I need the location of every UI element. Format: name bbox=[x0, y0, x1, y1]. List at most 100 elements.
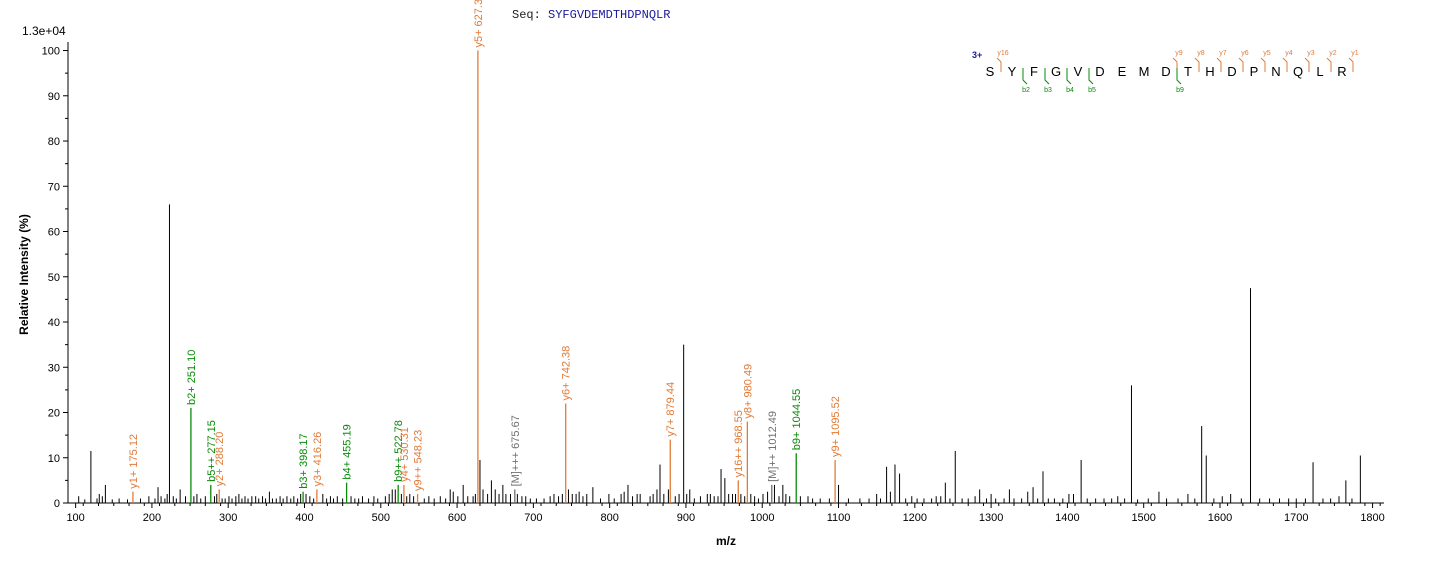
peak-label: [M]++ 1012.49 bbox=[767, 411, 779, 482]
residue-letter: Q bbox=[1293, 64, 1303, 79]
peak-label: b5++ 277.15 bbox=[206, 420, 218, 482]
x-tick-label: 1800 bbox=[1360, 512, 1384, 524]
y-cleavage-mark bbox=[1216, 57, 1222, 72]
y-ion-tag: y1 bbox=[1351, 50, 1359, 57]
y-tick-label: 10 bbox=[48, 453, 60, 465]
b-cleavage-mark bbox=[1044, 68, 1050, 85]
y-cleavage-mark bbox=[1326, 57, 1332, 72]
b-ion-tag: b4 bbox=[1066, 87, 1074, 94]
y-ion-tag: y16 bbox=[997, 50, 1008, 57]
peak-label: y7+ 879.44 bbox=[665, 382, 677, 437]
x-tick-label: 1700 bbox=[1284, 512, 1308, 524]
b-ion-tag: b5 bbox=[1088, 87, 1096, 94]
y-tick-label: 60 bbox=[48, 227, 60, 239]
peak-label: y6+ 742.38 bbox=[561, 346, 573, 401]
residue-letter: F bbox=[1030, 64, 1038, 79]
y-ion-tag: y3 bbox=[1307, 50, 1315, 57]
y-ion-tag: y2 bbox=[1329, 50, 1337, 57]
b-cleavage-mark bbox=[1088, 68, 1094, 85]
residue-letter: P bbox=[1250, 64, 1259, 79]
b-cleavage-mark bbox=[1066, 68, 1072, 85]
sequence-label: Seq: bbox=[512, 8, 541, 22]
residue-letter: H bbox=[1205, 64, 1214, 79]
y-ion-tag: y8 bbox=[1197, 50, 1205, 57]
peak-label: b3+ 398.17 bbox=[298, 433, 310, 488]
x-tick-label: 1400 bbox=[1055, 512, 1079, 524]
b-ion-tag: b9 bbox=[1176, 87, 1184, 94]
peak-label: [M]+++ 675.67 bbox=[510, 415, 522, 486]
residue-letter: D bbox=[1095, 64, 1104, 79]
x-tick-label: 800 bbox=[600, 512, 618, 524]
b-ion-tag: b3 bbox=[1044, 87, 1052, 94]
y-tick-label: 100 bbox=[42, 46, 60, 58]
residue-letter: S bbox=[986, 64, 995, 79]
y-ion-tag: y9 bbox=[1175, 50, 1183, 57]
peak-label: y1+ 175.12 bbox=[128, 434, 140, 489]
y-axis-title: Relative Intensity (%) bbox=[17, 214, 31, 335]
residue-letter: V bbox=[1074, 64, 1083, 79]
x-tick-label: 400 bbox=[295, 512, 313, 524]
peak-label: b4+ 455.19 bbox=[342, 424, 354, 479]
residue-letter: D bbox=[1161, 64, 1170, 79]
residue-letter: R bbox=[1337, 64, 1346, 79]
peak-label: y9+ 1095.52 bbox=[830, 396, 842, 457]
peak-label: y5+ 627.3 bbox=[473, 0, 485, 48]
y-cleavage-mark bbox=[996, 57, 1002, 72]
x-tick-label: 1300 bbox=[979, 512, 1003, 524]
y-cleavage-mark bbox=[1260, 57, 1266, 72]
b-cleavage-mark bbox=[1176, 68, 1182, 85]
residue-letter: D bbox=[1227, 64, 1236, 79]
x-tick-label: 900 bbox=[677, 512, 695, 524]
x-tick-label: 100 bbox=[66, 512, 84, 524]
x-tick-label: 1100 bbox=[827, 512, 851, 524]
y-cleavage-mark bbox=[1348, 57, 1354, 72]
peak-label: b2+ 251.10 bbox=[186, 350, 198, 405]
x-tick-label: 1600 bbox=[1208, 512, 1232, 524]
y-ion-tag: y5 bbox=[1263, 50, 1271, 57]
y-tick-label: 0 bbox=[54, 498, 60, 510]
sequence-value: SYFGVDEMDTHDPNQLR bbox=[548, 8, 671, 22]
x-tick-label: 1200 bbox=[903, 512, 927, 524]
x-tick-label: 300 bbox=[219, 512, 237, 524]
residue-letter: Y bbox=[1008, 64, 1017, 79]
x-tick-label: 1000 bbox=[750, 512, 774, 524]
peak-label: y3+ 416.26 bbox=[312, 432, 324, 487]
x-tick-label: 500 bbox=[372, 512, 390, 524]
residue-letter: N bbox=[1271, 64, 1280, 79]
y-tick-label: 90 bbox=[48, 91, 60, 103]
y-cleavage-mark bbox=[1194, 57, 1200, 72]
y-ion-tag: y4 bbox=[1285, 50, 1293, 57]
peak-label: y16++ 968.55 bbox=[733, 410, 745, 477]
y-cleavage-mark bbox=[1282, 57, 1288, 72]
y-tick-label: 70 bbox=[48, 181, 60, 193]
peak-label: y9++ 548.23 bbox=[413, 430, 425, 491]
b-cleavage-mark bbox=[1022, 68, 1028, 85]
sequence-header: Seq: SYFGVDEMDTHDPNQLR bbox=[512, 8, 670, 22]
y-cleavage-mark bbox=[1172, 57, 1178, 72]
y-tick-label: 20 bbox=[48, 408, 60, 420]
y-tick-label: 40 bbox=[48, 317, 60, 329]
intensity-scale-label: 1.3e+04 bbox=[22, 24, 66, 38]
y-cleavage-mark bbox=[1238, 57, 1244, 72]
residue-letter: E bbox=[1118, 64, 1127, 79]
residue-letter: M bbox=[1139, 64, 1150, 79]
residue-letter: T bbox=[1184, 64, 1192, 79]
chart-axes: 100 200 300 400 500 600 700 800 900 1000 1100 1200 1… bbox=[42, 42, 1385, 524]
peak-label: y2+ 288.20 bbox=[214, 432, 226, 487]
peak-label: b9++ 522.78 bbox=[393, 420, 405, 482]
x-axis-title: m/z bbox=[716, 534, 736, 548]
y-ion-tag: y6 bbox=[1241, 50, 1249, 57]
residue-letter: G bbox=[1051, 64, 1061, 79]
x-tick-label: 700 bbox=[524, 512, 542, 524]
charge-state: 3+ bbox=[972, 50, 982, 60]
y-ion-tag: y7 bbox=[1219, 50, 1227, 57]
peak-bars bbox=[78, 204, 1361, 503]
x-tick-label: 600 bbox=[448, 512, 466, 524]
peak-label: b9+ 1044.55 bbox=[791, 389, 803, 450]
peak-label: y8+ 980.49 bbox=[742, 364, 754, 419]
y-tick-label: 50 bbox=[48, 272, 60, 284]
peak-label: y4+ 530.31 bbox=[399, 427, 411, 482]
